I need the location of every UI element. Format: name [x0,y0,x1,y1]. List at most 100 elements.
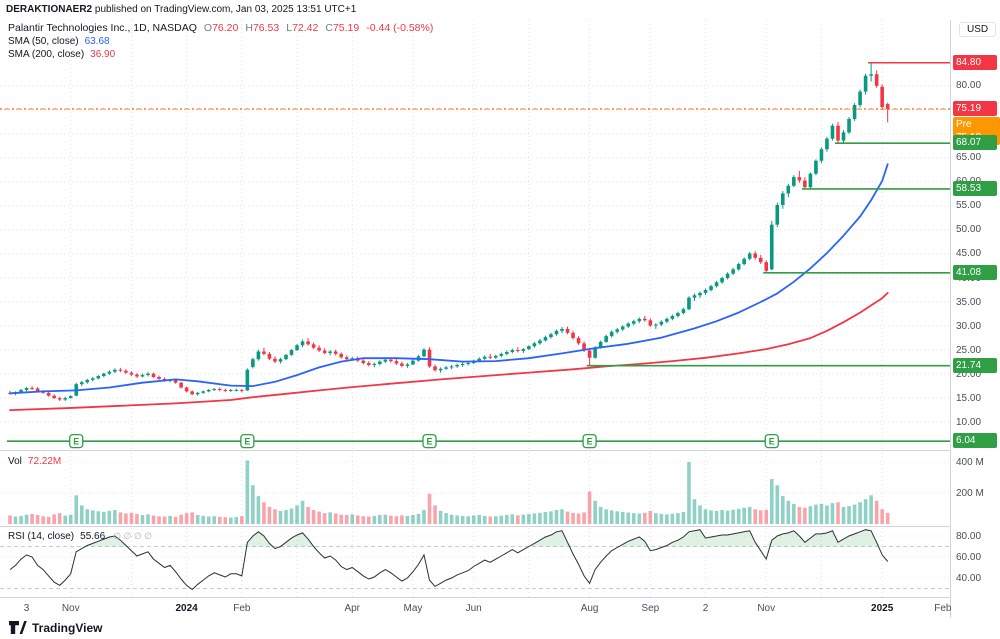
candle-body [212,388,217,390]
candle-body [885,104,890,109]
svg-text:E: E [73,437,79,447]
volume-bar [102,511,106,524]
candle-body [146,373,150,376]
volume-bar [692,499,697,524]
volume-bar [107,510,112,524]
volume-bar [129,512,134,524]
volume-bar [449,514,454,524]
rsi-legend[interactable]: RSI (14, close) 55.66 ∅ ∅ ∅ ∅ [8,531,152,542]
volume-bar [289,508,294,524]
attribution-username: DERAKTIONAER2 [6,4,93,15]
volume-tick-label: 200 M [956,487,984,499]
candle-body [593,347,597,358]
candle-body [367,363,371,365]
candle-body [19,389,23,393]
ohlc-value: 72.42 [292,22,319,34]
symbol-legend[interactable]: Palantir Technologies Inc., 1D, NASDAQ O7… [8,22,433,34]
volume-bar [532,513,537,524]
volume-bar [361,516,366,524]
candle-body [521,349,526,352]
volume-bar [350,514,355,524]
candle-body [460,364,465,365]
candle-body [245,369,250,391]
volume-bar [505,515,509,524]
candle-body [184,387,189,392]
candle-body [229,389,233,391]
volume-bar [355,515,360,524]
candle-body [427,349,432,367]
volume-bar [195,515,200,524]
candle-body [206,389,211,392]
candle-body [201,391,205,393]
volume-bar [471,515,476,524]
volume-bar [444,513,448,524]
volume-bar [869,495,873,524]
tradingview-logo[interactable]: TradingView [8,620,102,635]
candle-body [670,315,675,319]
volume-bar [554,510,559,524]
candle-body [91,378,95,380]
volume-legend[interactable]: Vol 72.22M [8,456,61,467]
volume-bar [201,515,205,524]
volume-bar [736,508,741,524]
earnings-marker[interactable]: E [582,434,597,449]
currency-button[interactable]: USD [959,22,997,37]
volume-bar [742,507,746,524]
volume-bar [118,512,123,524]
sma50-legend[interactable]: SMA (50, close) 63.68 [8,36,110,47]
candle-body [637,318,642,322]
volume-bar [206,516,211,524]
candle-body [620,326,625,330]
candle-body [565,328,570,333]
ohlc-value: 75.19 [332,22,360,34]
volume-bar [278,510,283,524]
attribution-text: DERAKTIONAER2 published on TradingView.c… [6,4,356,15]
candle-body [852,105,857,119]
volume-bar [863,499,868,524]
volume-bar [333,513,338,524]
earnings-marker[interactable]: E [422,434,437,449]
candle-body [747,253,752,259]
earnings-marker[interactable]: E [69,434,84,449]
candle-body [720,278,724,283]
candle-body [52,395,56,399]
volume-bar [615,511,619,524]
volume-bar [256,496,261,524]
volume-bar [416,513,421,524]
candle-body [262,351,266,354]
candle-body [560,328,564,331]
candle-body [438,368,443,371]
time-label: Jun [465,603,482,614]
volume-bar [499,515,504,524]
volume-bar [808,506,813,524]
earnings-marker[interactable]: E [764,434,779,449]
candle-body [703,290,708,293]
volume-bar [455,515,459,524]
time-axis[interactable]: 3 Nov 2024 Feb Apr May Jun Aug Sep 2 Nov 2025 Feb [0,598,952,618]
symbol-title: Palantir Technologies Inc., 1D, NASDAQ [8,22,197,34]
earnings-marker[interactable]: E [240,434,255,449]
volume-bar [317,511,321,524]
volume-bar [792,503,796,524]
candle-body [223,389,228,391]
candle-body [863,75,868,92]
candle-body [129,372,134,375]
candle-body [836,125,840,141]
sma200-legend[interactable]: SMA (200, close) 36.90 [8,49,115,60]
volume-bar [35,515,40,524]
price-axis[interactable]: USD 80.0070.0065.0060.0055.0050.0045.004… [951,0,1000,639]
volume-bar [184,513,189,524]
rsi-tick-label: 60.00 [956,551,982,563]
volume-bar [510,514,515,524]
price-badge-68.07: 68.07 [953,135,997,151]
candle-body [30,388,34,390]
candle-body [609,331,614,337]
volume-bar [720,510,724,524]
volume-bar [543,511,548,524]
price-tick-label: 20.00 [956,368,982,380]
rsi-hidden-plots: ∅ ∅ ∅ ∅ [113,531,153,541]
svg-text:E: E [244,437,250,447]
volume-tick-label: 400 M [956,456,984,468]
